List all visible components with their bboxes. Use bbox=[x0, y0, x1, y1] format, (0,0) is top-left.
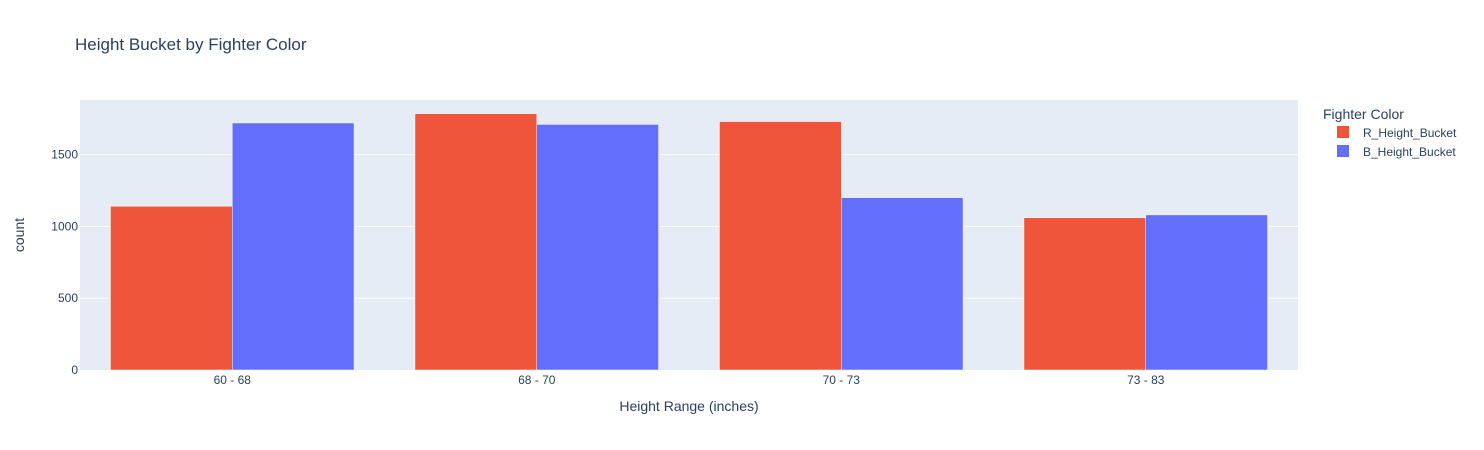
bar-B_Height_Bucket-0[interactable] bbox=[232, 122, 355, 371]
legend-swatch-b bbox=[1337, 145, 1349, 157]
x-tick-label: 60 - 68 bbox=[214, 373, 252, 387]
bar-R_Height_Bucket-2[interactable] bbox=[719, 121, 842, 371]
x-axis-ticks: 60 - 68 68 - 70 70 - 73 73 - 83 bbox=[214, 373, 1165, 387]
y-tick-label: 0 bbox=[71, 363, 78, 377]
legend-swatch-r bbox=[1337, 126, 1349, 138]
bar-B_Height_Bucket-2[interactable] bbox=[841, 197, 964, 371]
bar-R_Height_Bucket-3[interactable] bbox=[1023, 217, 1147, 371]
legend-item-r[interactable]: R_Height_Bucket bbox=[1337, 126, 1457, 140]
bar-R_Height_Bucket-0[interactable] bbox=[110, 206, 233, 371]
x-tick-label: 73 - 83 bbox=[1127, 373, 1165, 387]
bars bbox=[110, 113, 1268, 371]
y-tick-label: 1000 bbox=[51, 219, 78, 233]
bar-B_Height_Bucket-1[interactable] bbox=[536, 124, 659, 371]
x-tick-label: 68 - 70 bbox=[518, 373, 556, 387]
x-axis-title: Height Range (inches) bbox=[619, 398, 758, 414]
y-axis-ticks: 0 500 1000 1500 bbox=[51, 148, 78, 377]
legend-title: Fighter Color bbox=[1323, 106, 1404, 122]
legend-item-b[interactable]: B_Height_Bucket bbox=[1337, 145, 1456, 159]
x-tick-label: 70 - 73 bbox=[823, 373, 861, 387]
legend-label-r: R_Height_Bucket bbox=[1363, 126, 1457, 140]
legend: Fighter Color R_Height_Bucket B_Height_B… bbox=[1323, 106, 1457, 159]
y-tick-label: 500 bbox=[58, 291, 78, 305]
chart-title: Height Bucket by Fighter Color bbox=[75, 35, 307, 54]
y-tick-label: 1500 bbox=[51, 148, 78, 162]
legend-label-b: B_Height_Bucket bbox=[1363, 145, 1456, 159]
bar-B_Height_Bucket-3[interactable] bbox=[1145, 214, 1268, 371]
bar-R_Height_Bucket-1[interactable] bbox=[414, 113, 538, 371]
y-axis-title: count bbox=[11, 218, 27, 252]
